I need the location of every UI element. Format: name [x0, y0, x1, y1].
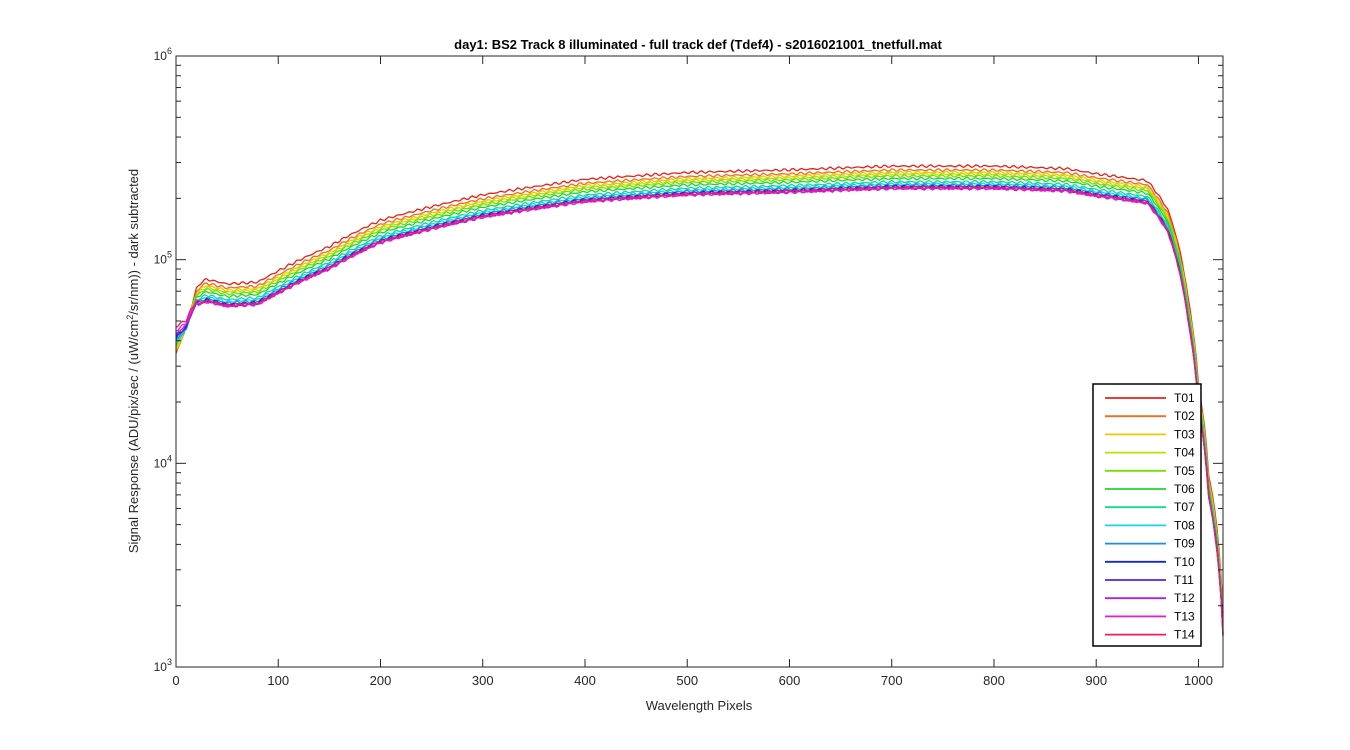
legend-label-t05: T05 [1174, 464, 1195, 478]
x-tick-label: 400 [574, 673, 596, 688]
legend-box [1092, 383, 1202, 647]
legend-label-t12: T12 [1174, 591, 1195, 605]
legend-label-t10: T10 [1174, 555, 1195, 569]
legend-label-t07: T07 [1174, 500, 1195, 514]
x-tick-label: 900 [1085, 673, 1107, 688]
x-tick-label: 300 [472, 673, 494, 688]
y-tick-label: 106 [154, 46, 172, 63]
plot-frame [175, 55, 1224, 668]
y-axis-label-part1: Signal Response (ADU/pix/sec / (uW/cm [126, 320, 141, 553]
plot-area [176, 56, 1223, 667]
x-tick-label: 0 [172, 673, 179, 688]
x-axis: 0 100 200 300 400 500 600 700 800 900 1000 [172, 56, 1213, 688]
y-axis-label-part2: /sr/nm)) - dark subtracted [126, 169, 141, 315]
legend-label-t01: T01 [1174, 391, 1195, 405]
series-line-t03 [175, 170, 1224, 619]
legend-label-t04: T04 [1174, 446, 1195, 460]
legend-label-t13: T13 [1174, 609, 1195, 623]
series-line-t07 [175, 179, 1224, 629]
y-tick-label: 104 [154, 453, 172, 470]
legend-label-t09: T09 [1174, 537, 1195, 551]
x-axis-label: Wavelength Pixels [646, 698, 753, 713]
x-tick-label: 100 [267, 673, 289, 688]
y-axis-label-superscript: 2 [125, 315, 135, 320]
legend-label-t08: T08 [1174, 518, 1195, 532]
x-tick-label: 800 [983, 673, 1005, 688]
series-line-t02 [175, 167, 1224, 617]
x-tick-label: 600 [779, 673, 801, 688]
x-tick-label: 1000 [1184, 673, 1213, 688]
series-line-t14 [175, 185, 1224, 636]
series-line-t04 [175, 172, 1224, 622]
series-layer [175, 164, 1224, 637]
x-tick-label: 500 [676, 673, 698, 688]
x-tick-label: 200 [370, 673, 392, 688]
legend-label-t03: T03 [1174, 427, 1195, 441]
legend: T01 T02 T03 T04 T05 T06 T07 T08 T09 T10 T11 T12 T13 T… [1092, 383, 1202, 647]
legend-label-t14: T14 [1174, 628, 1195, 642]
y-tick-label: 103 [154, 657, 172, 674]
y-axis-label: Signal Response (ADU/pix/sec / (uW/cm2/s… [125, 169, 141, 553]
series-line-t08 [175, 181, 1224, 632]
x-tick-label: 700 [881, 673, 903, 688]
legend-label-t02: T02 [1174, 409, 1195, 423]
legend-label-t06: T06 [1174, 482, 1195, 496]
y-tick-label: 105 [154, 250, 172, 267]
series-line-t05 [175, 173, 1224, 624]
y-axis: 103 104 105 106 [154, 46, 1223, 674]
legend-label-t11: T11 [1174, 573, 1194, 587]
series-line-t06 [175, 176, 1224, 626]
chart-title: day1: BS2 Track 8 illuminated - full tra… [454, 37, 942, 52]
series-line-t01 [175, 164, 1224, 614]
